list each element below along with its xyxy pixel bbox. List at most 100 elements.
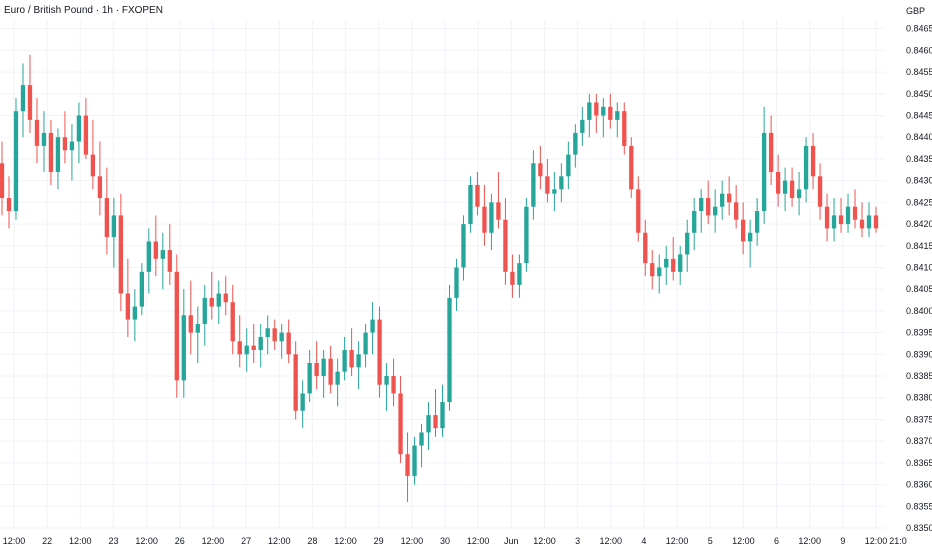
candle	[62, 111, 68, 164]
candle	[111, 198, 117, 268]
candle	[300, 380, 305, 429]
candle	[866, 202, 872, 238]
time-axis[interactable]: 12:00 22 12:00 23 12:00 26 12:00 27 12:00 28 12:00…	[3, 536, 907, 546]
candle	[461, 215, 466, 281]
candle	[636, 176, 641, 242]
candle-body	[622, 111, 627, 146]
candle	[153, 215, 158, 277]
candle-body	[153, 241, 158, 259]
candle-body	[335, 371, 340, 385]
candle	[782, 167, 788, 212]
candle-body	[482, 206, 487, 233]
candle-body	[754, 211, 760, 233]
x-tick-label: 30	[440, 536, 450, 546]
candle-body	[447, 297, 452, 403]
candle-body	[545, 176, 550, 194]
candle	[160, 232, 165, 290]
candle-body	[328, 358, 333, 385]
candle-body	[524, 206, 529, 264]
candle	[251, 323, 256, 364]
candle-body	[859, 219, 865, 229]
candle	[594, 93, 599, 133]
candle-body	[314, 363, 319, 377]
candle	[601, 98, 606, 138]
x-tick-label: 28	[307, 536, 317, 546]
candle-body	[237, 341, 242, 355]
candle-body	[824, 206, 830, 229]
candle	[768, 115, 774, 185]
candle-body	[580, 119, 585, 133]
candle-body	[803, 145, 809, 190]
candle-body	[160, 250, 165, 259]
x-tick-label: 12:00	[401, 536, 424, 546]
candle-body	[265, 328, 270, 337]
candle	[55, 128, 61, 190]
candle	[608, 93, 613, 129]
candle	[622, 102, 627, 155]
candle-body	[775, 171, 781, 194]
candle-body	[349, 349, 354, 368]
candle-body	[573, 132, 578, 155]
candle-body	[678, 254, 683, 272]
candle-body	[733, 202, 739, 220]
candle	[104, 167, 110, 255]
candle-body	[13, 111, 19, 212]
candle	[468, 176, 473, 233]
candle	[817, 163, 823, 220]
candle-body	[594, 102, 599, 116]
candle-body	[615, 111, 620, 120]
candle-body	[20, 85, 26, 112]
candle-body	[817, 176, 823, 207]
x-tick-label: 12:00	[533, 536, 556, 546]
candle	[195, 306, 200, 364]
candle-body	[475, 184, 480, 207]
chart-title: Euro / British Pound · 1h · FXOPEN	[4, 5, 163, 16]
candle	[265, 315, 270, 355]
candle-body	[55, 137, 61, 172]
candle	[699, 189, 704, 233]
candle	[69, 124, 75, 181]
candle-body	[356, 354, 361, 368]
candle-body	[293, 354, 298, 411]
candle	[83, 98, 89, 159]
candle	[27, 54, 33, 133]
candle	[566, 141, 571, 190]
candle-body	[90, 154, 96, 177]
candle	[34, 98, 40, 164]
candle	[538, 145, 543, 190]
candle-body	[174, 271, 179, 381]
candle	[810, 132, 816, 190]
candle-body	[146, 241, 151, 272]
candle	[433, 389, 438, 437]
candle-body	[727, 193, 732, 203]
candle	[629, 137, 634, 199]
candle	[342, 336, 347, 381]
candle	[838, 198, 844, 233]
candle	[761, 106, 767, 225]
candle	[796, 171, 802, 216]
candle-body	[321, 358, 326, 377]
candle	[118, 193, 124, 311]
candles-group	[0, 54, 879, 502]
x-tick-label: 22	[42, 536, 52, 546]
candle	[426, 402, 431, 450]
candle	[573, 124, 578, 168]
candle-body	[538, 163, 543, 177]
candle	[202, 284, 207, 346]
candle	[398, 376, 403, 463]
candle-body	[125, 293, 131, 320]
x-tick-label: 23	[108, 536, 118, 546]
candle-body	[167, 250, 172, 272]
candle	[237, 315, 242, 368]
x-tick-label: 12:00	[600, 536, 623, 546]
candle-body	[251, 345, 256, 350]
candle-body	[489, 202, 494, 233]
x-tick-label: 12:00	[467, 536, 490, 546]
candle	[845, 193, 851, 233]
